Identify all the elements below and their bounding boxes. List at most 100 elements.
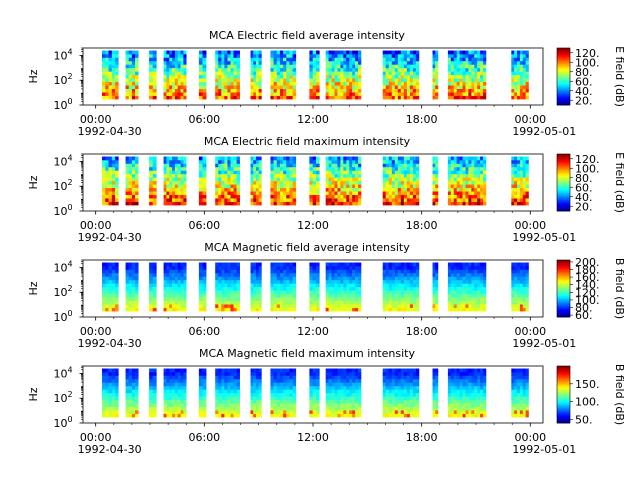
spectrogram-cell: [218, 375, 222, 380]
spectrogram-cell: [180, 54, 184, 58]
spectrogram-cell: [385, 385, 390, 390]
spectrogram-cell: [174, 64, 179, 69]
spectrogram-cell: [406, 156, 411, 161]
spectrogram-cell: [169, 392, 173, 397]
spectrogram-cell: [480, 286, 484, 291]
spectrogram-cell: [432, 74, 436, 79]
spectrogram-cell: [152, 286, 157, 291]
spectrogram-cell: [519, 187, 524, 192]
spectrogram-cell: [522, 198, 526, 202]
spectrogram-cell: [233, 187, 237, 192]
spectrogram-cell: [125, 389, 130, 394]
spectrogram-cell: [340, 399, 344, 404]
spectrogram-cell: [255, 283, 259, 288]
spectrogram-cell: [102, 198, 106, 202]
spectrogram-cell: [316, 160, 320, 164]
spectrogram-cell: [166, 399, 170, 404]
spectrogram-cell: [385, 403, 390, 407]
colorbar-step: [557, 53, 570, 56]
spectrogram-cell: [316, 71, 320, 76]
spectrogram-cell: [385, 293, 390, 298]
spectrogram-cell: [331, 368, 335, 373]
spectrogram-cell: [172, 67, 176, 72]
spectrogram-cell: [385, 266, 390, 270]
spectrogram-cell: [474, 293, 478, 298]
spectrogram-cell: [412, 156, 417, 161]
spectrogram-cell: [283, 71, 287, 76]
spectrogram-cell: [477, 54, 481, 58]
spectrogram-cell: [131, 375, 136, 380]
spectrogram-cell: [177, 304, 181, 308]
spectrogram-cell: [227, 71, 231, 76]
spectrogram-cell: [180, 184, 184, 189]
spectrogram-cell: [227, 307, 231, 312]
spectrogram-cell: [202, 375, 207, 380]
spectrogram-cell: [236, 396, 240, 401]
spectrogram-cell: [415, 307, 420, 312]
spectrogram-cell: [519, 297, 524, 301]
spectrogram-cell: [468, 201, 472, 206]
spectrogram-cell: [276, 297, 281, 301]
spectrogram-cell: [215, 187, 219, 192]
spectrogram-cell: [224, 173, 228, 178]
spectrogram-cell: [108, 269, 113, 274]
spectrogram-cell: [215, 372, 219, 376]
spectrogram-cell: [514, 201, 518, 206]
spectrogram-cell: [394, 198, 399, 202]
spectrogram-cell: [198, 406, 203, 411]
spectrogram-cell: [412, 300, 417, 305]
spectrogram-cell: [385, 399, 390, 404]
spectrogram-cell: [432, 170, 436, 175]
spectrogram-cell: [166, 378, 170, 383]
spectrogram-cell: [517, 269, 521, 274]
spectrogram-cell: [328, 266, 332, 270]
spectrogram-cell: [111, 67, 116, 72]
spectrogram-cell: [111, 163, 116, 168]
spectrogram-cell: [152, 173, 157, 178]
spectrogram-cell: [465, 307, 469, 312]
spectrogram-cell: [382, 392, 387, 397]
spectrogram-cell: [276, 198, 281, 202]
spectrogram-cell: [328, 286, 332, 291]
spectrogram-cell: [385, 74, 390, 79]
y-tick-label: 102: [53, 178, 72, 193]
spectrogram-cell: [480, 279, 484, 284]
spectrogram-cell: [149, 382, 154, 387]
spectrogram-cell: [397, 297, 402, 301]
spectrogram-cell: [465, 300, 469, 305]
spectrogram-cell: [453, 194, 457, 199]
spectrogram-cell: [432, 160, 436, 164]
spectrogram-cell: [309, 399, 313, 404]
spectrogram-cell: [474, 180, 478, 185]
spectrogram-cell: [400, 74, 405, 79]
spectrogram-cell: [258, 372, 262, 376]
spectrogram-cell: [453, 78, 457, 83]
spectrogram-cell: [169, 403, 173, 407]
spectrogram-cell: [255, 293, 259, 298]
spectrogram-cell: [224, 92, 228, 96]
spectrogram-cell: [250, 406, 254, 411]
spectrogram-cell: [346, 262, 350, 267]
spectrogram-cell: [289, 403, 293, 407]
spectrogram-cell: [406, 60, 411, 65]
spectrogram-cell: [125, 198, 130, 202]
spectrogram-cell: [349, 177, 353, 182]
spectrogram-cell: [415, 85, 420, 89]
spectrogram-cell: [255, 262, 259, 267]
spectrogram-cell: [273, 64, 278, 69]
spectrogram-cell: [135, 279, 139, 284]
spectrogram-cell: [131, 71, 136, 76]
spectrogram-cell: [270, 160, 274, 164]
spectrogram-cell: [202, 163, 207, 168]
spectrogram-cell: [198, 166, 203, 171]
spectrogram-cell: [462, 78, 466, 83]
spectrogram-cell: [169, 389, 173, 394]
spectrogram-cell: [388, 300, 393, 305]
spectrogram-cell: [111, 403, 116, 407]
spectrogram-cell: [177, 293, 181, 298]
spectrogram-cell: [388, 85, 393, 89]
spectrogram-cell: [462, 60, 466, 65]
spectrogram-cell: [270, 88, 274, 93]
spectrogram-cell: [218, 389, 222, 394]
spectrogram-cell: [343, 293, 347, 298]
